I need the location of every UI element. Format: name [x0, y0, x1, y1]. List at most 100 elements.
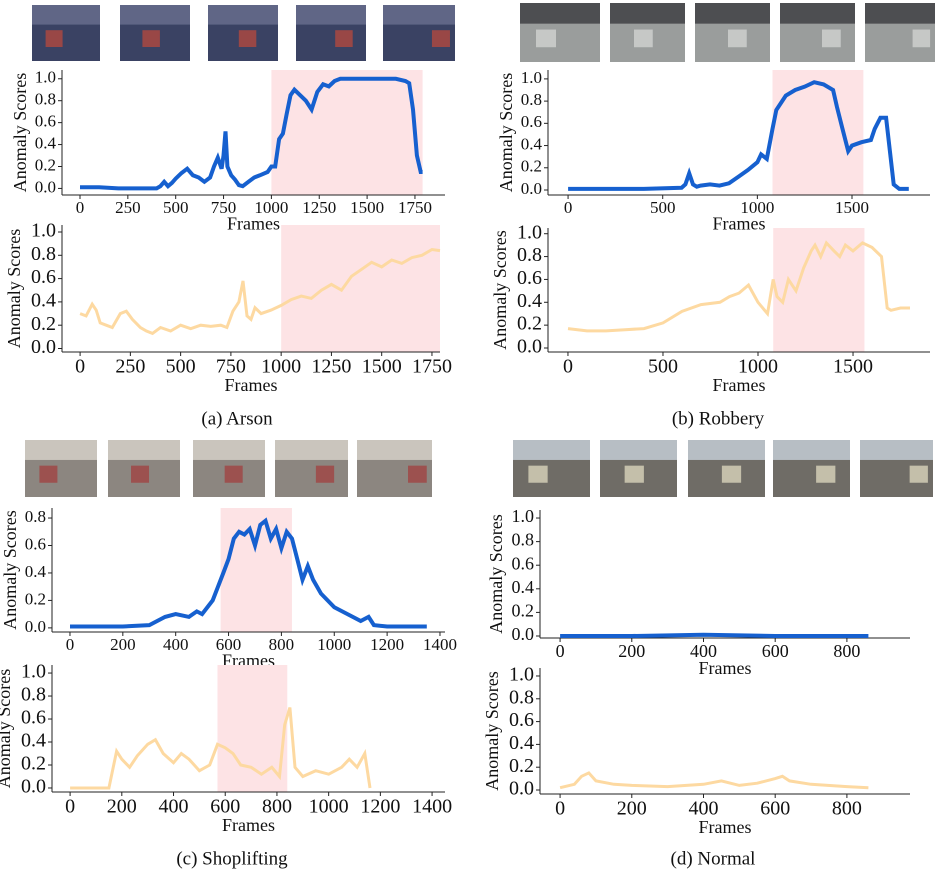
y-tick-label: 0.8: [517, 244, 542, 266]
y-tick-label: 0.6: [521, 112, 542, 131]
x-tick-label: 0: [76, 198, 85, 217]
x-tick-label: 600: [760, 798, 790, 820]
thumbnail-detail: [728, 30, 747, 48]
x-tick-label: 200: [617, 798, 647, 820]
x-axis-label: Frames: [699, 658, 752, 678]
x-tick-label: 250: [115, 356, 145, 378]
x-tick-label: 1500: [835, 198, 869, 217]
score-line: [560, 635, 868, 636]
y-tick-label: 0.8: [509, 686, 534, 708]
x-tick-label: 500: [166, 356, 196, 378]
y-tick-label: 0.2: [509, 755, 534, 777]
x-axis-label: Frames: [222, 815, 275, 835]
y-tick-label: 0.2: [25, 589, 46, 608]
x-tick-label: 1000: [309, 796, 349, 818]
x-tick-label: 1500: [362, 356, 402, 378]
x-tick-label: 1750: [412, 356, 452, 378]
y-axis-label: Anomaly Scores: [10, 73, 30, 192]
thumbnail-detail: [910, 466, 928, 483]
x-tick-label: 1250: [302, 198, 336, 217]
y-axis-label: Anomaly Scores: [486, 514, 506, 633]
y-tick-label: 0.4: [517, 290, 542, 312]
thumbnail-detail: [528, 466, 547, 483]
y-tick-label: 0.6: [25, 534, 46, 553]
y-tick-label: 0.6: [509, 709, 534, 731]
x-tick-label: 200: [107, 796, 137, 818]
thumbnail-detail: [913, 30, 931, 48]
thumbnail-detail: [193, 440, 265, 460]
y-tick-label: 0.2: [512, 601, 535, 621]
score-line: [560, 773, 868, 788]
y-tick-label: 0.6: [31, 266, 56, 288]
y-tick-label: 0.8: [512, 530, 535, 550]
x-tick-label: 250: [115, 198, 141, 217]
x-tick-label: 800: [832, 798, 862, 820]
y-tick-label: 1.0: [35, 68, 56, 87]
x-tick-label: 1400: [412, 796, 452, 818]
thumbnail-detail: [513, 440, 590, 460]
y-tick-label: 0.6: [21, 707, 46, 729]
x-tick-label: 0: [556, 641, 565, 661]
thumbnail-detail: [780, 3, 855, 24]
y-tick-label: 0.0: [35, 177, 56, 196]
x-tick-label: 1000: [317, 635, 351, 654]
x-tick-label: 1200: [370, 635, 404, 654]
y-tick-label: 1.0: [21, 661, 46, 683]
y-tick-label: 0.8: [35, 90, 56, 109]
y-tick-label: 0.0: [25, 617, 46, 636]
y-axis-label: Anomaly Scores: [0, 669, 14, 788]
thumbnail-detail: [688, 440, 765, 460]
thumbnail-detail: [296, 5, 366, 25]
y-tick-label: 0.4: [509, 732, 534, 754]
thumbnail-detail: [39, 466, 57, 483]
thumbnail-detail: [865, 3, 935, 24]
caption: (b) Robbery: [672, 408, 765, 429]
y-tick-label: 0.2: [21, 753, 46, 775]
x-axis-label: Frames: [227, 213, 280, 233]
anomaly-region: [281, 225, 440, 352]
x-axis-label: Frames: [699, 817, 752, 837]
thumbnail-detail: [634, 30, 653, 48]
x-tick-label: 200: [110, 635, 136, 654]
x-tick-label: 0: [66, 635, 75, 654]
thumbnail-detail: [625, 466, 644, 483]
caption: (a) Arson: [201, 408, 273, 429]
x-tick-label: 0: [555, 798, 565, 820]
x-tick-label: 400: [159, 796, 189, 818]
y-tick-label: 1.0: [31, 220, 56, 242]
y-tick-label: 0.0: [509, 778, 534, 800]
thumbnail-detail: [816, 466, 835, 483]
y-tick-label: 0.0: [21, 776, 46, 798]
y-tick-label: 0.8: [521, 90, 542, 109]
thumbnail-detail: [335, 30, 353, 47]
thumbnail-detail: [822, 30, 841, 48]
y-axis-label: Anomaly Scores: [490, 230, 510, 349]
thumbnail-detail: [773, 440, 850, 460]
y-tick-label: 0.6: [512, 553, 535, 573]
y-tick-label: 0.4: [35, 133, 57, 152]
y-axis-label: Anomaly Scores: [0, 510, 20, 629]
thumbnail-detail: [239, 30, 256, 47]
x-tick-label: 0: [75, 356, 85, 378]
thumbnail-detail: [695, 3, 770, 24]
thumbnail-detail: [120, 5, 190, 25]
y-tick-label: 0.8: [31, 243, 56, 265]
y-tick-label: 0.6: [35, 112, 56, 131]
x-tick-label: 0: [564, 198, 573, 217]
thumbnail-detail: [131, 466, 149, 483]
x-tick-label: 1500: [350, 198, 384, 217]
y-tick-label: 0.8: [21, 684, 46, 706]
x-axis-label: Frames: [225, 375, 278, 395]
thumbnail-detail: [25, 440, 97, 460]
thumbnail-detail: [208, 5, 278, 25]
x-tick-label: 1250: [311, 356, 351, 378]
y-tick-label: 0.6: [517, 267, 542, 289]
thumbnail-detail: [860, 440, 933, 460]
thumbnail-detail: [610, 3, 685, 24]
thumbnail-detail: [316, 466, 334, 483]
y-tick-label: 0.2: [517, 313, 542, 335]
x-tick-label: 500: [648, 356, 678, 378]
y-tick-label: 0.0: [31, 336, 56, 358]
thumbnail-detail: [32, 5, 100, 25]
x-tick-label: 400: [163, 635, 189, 654]
